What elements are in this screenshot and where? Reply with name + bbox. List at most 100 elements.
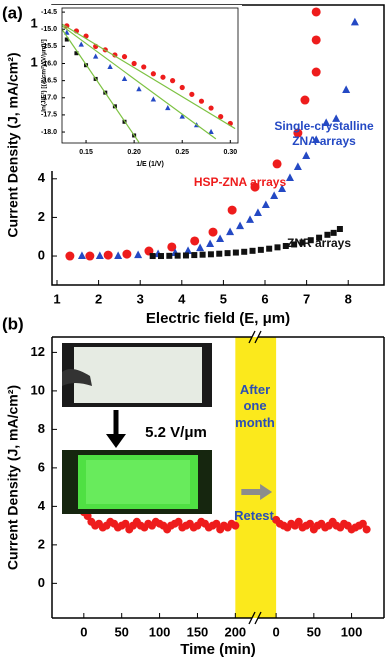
point: [189, 91, 195, 97]
point: [324, 231, 331, 238]
point: [246, 215, 255, 223]
retest-label: Retest: [234, 508, 274, 523]
point: [293, 128, 303, 138]
point: [122, 249, 132, 259]
point: [236, 221, 245, 230]
x-axis-label: Electric field (E, μm): [146, 310, 290, 327]
x-tick-label: 5: [220, 291, 227, 306]
y-tick-label: 12: [31, 344, 45, 359]
point: [306, 519, 315, 528]
point: [294, 517, 303, 526]
point: [362, 525, 371, 534]
point: [216, 250, 223, 257]
x-tick-label: 50: [307, 624, 321, 639]
series-label: Single-crystalline ZNA arrays: [274, 119, 374, 148]
inset: -14.5 -15.0 -15.5 -16.0 -16.5 -17.0 -17.5 -18.0…: [38, 5, 242, 171]
point: [77, 251, 86, 260]
x-tick-label: 0.20: [127, 149, 141, 156]
point: [307, 237, 314, 244]
x-tick-label: 2: [95, 291, 102, 306]
point: [218, 114, 224, 120]
x-tick-label: 100: [149, 624, 171, 639]
point: [208, 128, 214, 135]
point: [282, 242, 289, 249]
y-axis-label: Current Density (J, mA/cm²): [5, 52, 21, 237]
point: [170, 78, 176, 84]
panel-label: (a): [2, 3, 23, 22]
point: [208, 105, 214, 111]
point: [190, 236, 200, 246]
panel-label: (b): [2, 314, 24, 333]
point: [253, 208, 262, 216]
photo-on-center: [86, 460, 190, 504]
point: [311, 67, 321, 77]
y-tick-label: -16.5: [41, 77, 57, 84]
point: [85, 251, 95, 261]
point: [342, 85, 351, 93]
point: [64, 37, 69, 42]
point: [250, 182, 260, 192]
y-tick-label: -15.5: [41, 43, 57, 50]
point: [293, 162, 302, 171]
point: [131, 60, 137, 67]
point: [231, 521, 240, 530]
point: [216, 234, 225, 243]
y-tick-label: 0: [38, 247, 45, 262]
x-tick-label: 0.30: [223, 149, 237, 156]
fit-line: [61, 25, 217, 140]
axis-break: [248, 611, 256, 625]
point: [291, 241, 298, 248]
axis-break: [254, 330, 262, 344]
inset-background: [38, 5, 242, 171]
panel-b: (b) Current Density (J, mA/cm²) Time (min)…: [2, 314, 385, 657]
point: [149, 253, 156, 260]
x-tick-label: 0: [272, 624, 279, 639]
x-tick-label: 150: [187, 624, 209, 639]
point: [272, 159, 282, 169]
x-tick-label: 8: [345, 291, 352, 306]
point: [249, 247, 256, 254]
point: [95, 251, 104, 260]
point: [150, 96, 157, 102]
point: [285, 173, 294, 182]
point: [206, 239, 215, 248]
x-tick-label: 200: [224, 624, 246, 639]
point: [350, 17, 359, 26]
point: [274, 244, 281, 251]
point: [208, 227, 218, 237]
point: [302, 151, 311, 160]
point: [311, 7, 321, 17]
y-tick-label: 4: [38, 498, 46, 513]
point: [65, 251, 75, 261]
point: [166, 252, 173, 259]
x-tick-label: 0.15: [79, 149, 93, 156]
point: [78, 41, 84, 47]
x-tick-label: 6: [261, 291, 268, 306]
point: [160, 74, 166, 80]
fit-line: [61, 23, 236, 130]
inset-frame: [61, 7, 239, 144]
point: [226, 227, 235, 236]
y-tick-label: 2: [38, 209, 45, 224]
y-tick-label: 2: [38, 536, 45, 551]
point: [103, 250, 113, 260]
y-tick-label: -18.0: [41, 129, 57, 136]
gap-band: [235, 337, 277, 618]
y-tick-label: 8: [38, 421, 45, 436]
point: [121, 75, 128, 81]
point: [158, 253, 165, 260]
y-tick-label: -17.5: [41, 112, 57, 119]
point: [174, 517, 183, 526]
point: [191, 252, 198, 259]
point: [332, 114, 341, 122]
y-tick-label: 0: [38, 575, 45, 590]
point: [358, 519, 367, 528]
point: [134, 250, 143, 259]
x-axis-label: Time (min): [180, 641, 256, 657]
point: [330, 229, 337, 236]
point: [107, 63, 113, 69]
x-tick-label: 1: [53, 291, 60, 306]
x-tick-label: 7: [303, 291, 310, 306]
y-tick-label: 4: [38, 170, 46, 185]
